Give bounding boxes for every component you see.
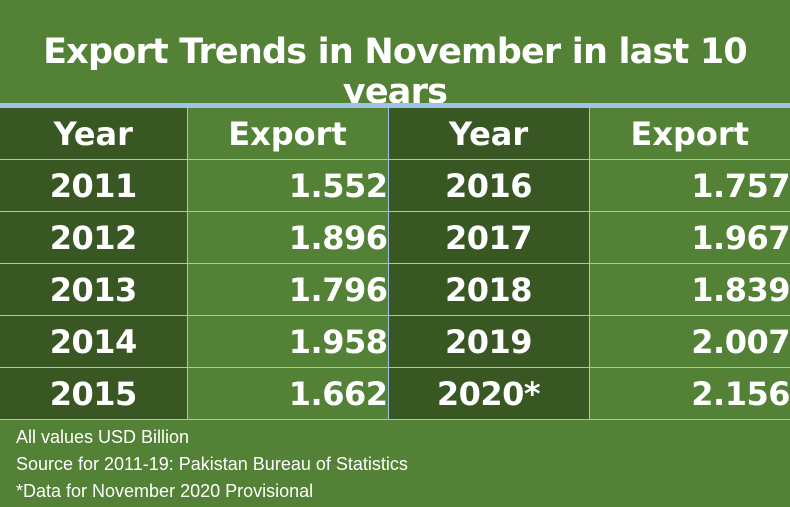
year-cell: 2013 — [0, 263, 188, 316]
year-cell: 2011 — [0, 159, 188, 212]
export-table: Year Export Year Export 2011 1.552 2016 … — [0, 108, 790, 420]
export-value-cell: 1.839 — [588, 263, 790, 316]
export-value-cell: 1.958 — [186, 315, 389, 368]
export-value-cell: 2.007 — [588, 315, 790, 368]
export-value-cell: 1.552 — [186, 159, 389, 212]
year-cell: 2014 — [0, 315, 188, 368]
chart-title: Export Trends in November in last 10 yea… — [43, 32, 748, 112]
footnote-units: All values USD Billion — [16, 427, 190, 447]
header-export-left: Export — [186, 108, 389, 160]
year-cell: 2016 — [387, 159, 590, 212]
export-value-cell: 2.156 — [588, 367, 790, 420]
year-cell: 2017 — [387, 211, 590, 264]
year-cell: 2012 — [0, 211, 188, 264]
export-value-cell: 1.896 — [186, 211, 389, 264]
footnotes: All values USD Billion Source for 2011-1… — [16, 424, 408, 505]
table-header-row: Year Export Year Export — [0, 108, 790, 160]
footnote-provisional: *Data for November 2020 Provisional — [16, 481, 314, 501]
header-divider — [0, 103, 790, 108]
table-row: 2012 1.896 2017 1.967 — [0, 211, 790, 264]
header-export-right: Export — [588, 108, 790, 160]
year-cell: 2018 — [387, 263, 590, 316]
year-cell: 2015 — [0, 367, 188, 420]
year-cell: 2020* — [387, 367, 590, 420]
table-row: 2011 1.552 2016 1.757 — [0, 159, 790, 212]
export-value-cell: 1.967 — [588, 211, 790, 264]
year-cell: 2019 — [387, 315, 590, 368]
table-row: 2013 1.796 2018 1.839 — [0, 263, 790, 316]
export-value-cell: 1.757 — [588, 159, 790, 212]
export-value-cell: 1.662 — [186, 367, 389, 420]
export-value-cell: 1.796 — [186, 263, 389, 316]
table-row: 2015 1.662 2020* 2.156 — [0, 367, 790, 420]
footnote-source: Source for 2011-19: Pakistan Bureau of S… — [16, 454, 408, 474]
table-row: 2014 1.958 2019 2.007 — [0, 315, 790, 368]
header: Export Trends in November in last 10 yea… — [0, 0, 790, 112]
header-year-left: Year — [0, 108, 188, 160]
header-year-right: Year — [387, 108, 590, 160]
